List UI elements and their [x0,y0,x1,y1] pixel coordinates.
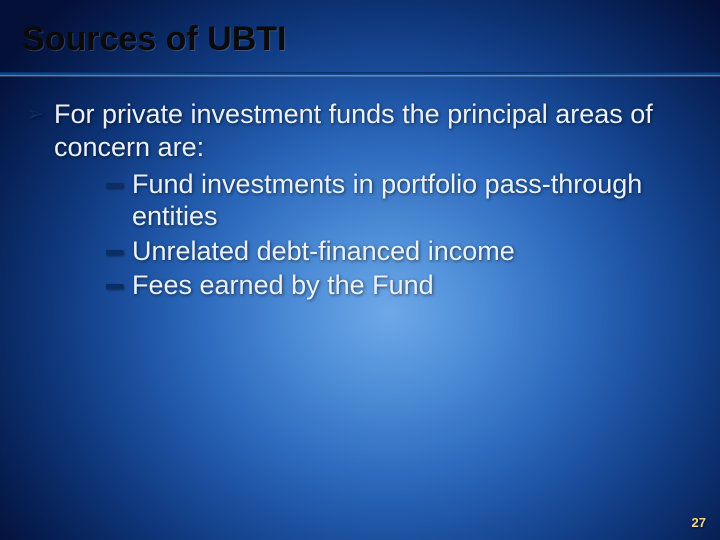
bullet-level-2: Unrelated debt-financed income [54,235,684,267]
dash-icon [106,284,123,289]
page-number: 27 [692,515,706,530]
bullet-level-2: Fund investments in portfolio pass-throu… [54,168,684,233]
title-divider [0,72,720,80]
sub-bullet-list: Fund investments in portfolio pass-throu… [54,168,684,302]
dash-icon [106,250,123,255]
bullet-level-2-text: Fees earned by the Fund [132,270,434,300]
bullet-level-2: Fees earned by the Fund [54,269,684,301]
slide: Sources of UBTI For private investment f… [0,0,720,540]
bullet-level-1-text: For private investment funds the princip… [54,99,653,162]
dash-icon [106,183,123,188]
bullet-level-1: For private investment funds the princip… [26,98,684,301]
divider-light-line [0,75,720,77]
title-area: Sources of UBTI [22,10,698,68]
page-title: Sources of UBTI [22,20,286,59]
body-content: For private investment funds the princip… [26,98,684,307]
bullet-level-2-text: Fund investments in portfolio pass-throu… [132,169,642,231]
bullet-level-2-text: Unrelated debt-financed income [132,236,515,266]
